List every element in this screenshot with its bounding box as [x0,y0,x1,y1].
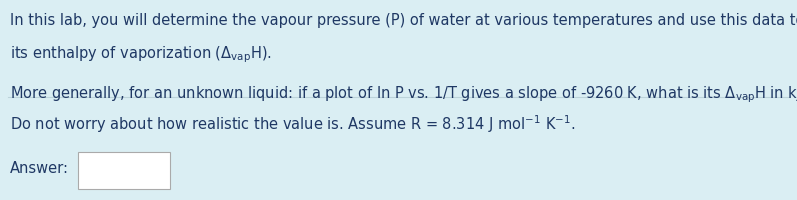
Text: Answer:: Answer: [10,161,69,176]
Text: its enthalpy of vaporization (Δ$_{\mathregular{vap}}$H).: its enthalpy of vaporization (Δ$_{\mathr… [10,44,272,65]
FancyBboxPatch shape [78,152,170,189]
Text: More generally, for an unknown liquid: if a plot of ln P vs. 1/T gives a slope o: More generally, for an unknown liquid: i… [10,84,797,105]
Text: Do not worry about how realistic the value is. Assume R = 8.314 J mol$^{-1}$ K$^: Do not worry about how realistic the val… [10,113,575,135]
Text: In this lab, you will determine the vapour pressure (P) of water at various temp: In this lab, you will determine the vapo… [10,13,797,28]
